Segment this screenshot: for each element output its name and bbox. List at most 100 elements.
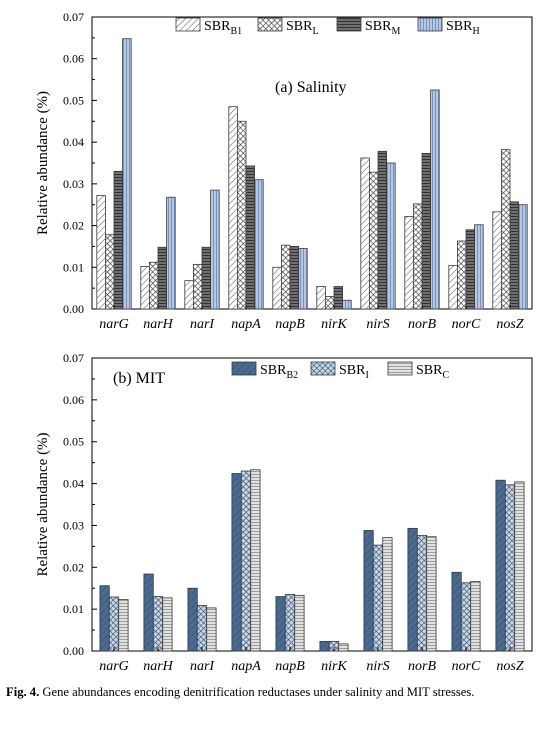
- y-tick-label: 0.06: [63, 393, 84, 407]
- bar-narI-SBRL: [192, 263, 203, 310]
- x-tick-label-norB: norB: [408, 659, 436, 674]
- bar-napA-SBRC: [250, 469, 261, 652]
- x-tick-label-napA: napA: [231, 317, 261, 332]
- bar-napA-SBRM: [245, 165, 256, 310]
- bar-narI-SBRC: [206, 607, 217, 652]
- x-tick-label-nosZ: nosZ: [496, 317, 523, 332]
- bar-norC-SBRM: [465, 229, 476, 310]
- bar-napB-SBRL: [280, 244, 291, 310]
- bar-napB-SBRB2: [275, 596, 286, 652]
- bar-narG-SBRB2: [99, 585, 110, 652]
- legend-label-SBRH: SBRH: [446, 19, 480, 37]
- legend-label-SBRM: SBRM: [365, 19, 400, 37]
- bar-nirS-SBRB2: [363, 530, 374, 652]
- x-tick-label-narG: narG: [99, 317, 129, 332]
- y-tick-label: 0.03: [63, 177, 84, 191]
- x-tick-label-nosZ: nosZ: [496, 659, 523, 674]
- legend-swatch-SBRH: [417, 17, 443, 32]
- y-tick-label: 0.01: [63, 602, 84, 616]
- bar-narH-SBRH: [166, 196, 176, 310]
- y-tick-label: 0.06: [63, 52, 84, 66]
- y-tick-label: 0.03: [63, 518, 84, 532]
- y-tick-label: 0.05: [63, 93, 84, 107]
- y-axis-label: Relative abundance (%): [35, 91, 51, 235]
- bar-narH-SBRB1: [140, 266, 150, 310]
- panel-title: (b) MIT: [113, 370, 165, 387]
- bar-narG-SBRI: [108, 596, 120, 652]
- bar-narG-SBRL: [105, 234, 115, 310]
- bar-napB-SBRH: [298, 248, 308, 310]
- bar-narG-SBRB1: [96, 195, 106, 310]
- legend-label-SBRI: SBRI: [339, 363, 369, 381]
- bar-norC-SBRI: [460, 582, 472, 652]
- legend-label-SBRB1: SBRB1: [204, 19, 242, 37]
- legend: SBRB1 SBRL SBRM SBRH: [175, 17, 480, 37]
- bar-nosZ-SBRH: [518, 204, 528, 310]
- bar-napA-SBRL: [236, 120, 247, 310]
- bar-narH-SBRB2: [143, 573, 154, 652]
- bar-napA-SBRI: [240, 470, 252, 652]
- bar-nosZ-SBRM: [509, 201, 520, 310]
- bar-narH-SBRI: [152, 596, 164, 652]
- legend-swatch-SBRM: [336, 17, 362, 32]
- bar-nirS-SBRL: [368, 171, 379, 310]
- bar-nirS-SBRH: [386, 162, 396, 310]
- bar-norC-SBRC: [470, 581, 481, 652]
- bar-nosZ-SBRB2: [495, 479, 506, 652]
- legend-swatch-SBRL: [257, 17, 283, 32]
- bar-nirK-SBRH: [342, 299, 352, 310]
- bar-narI-SBRM: [201, 246, 212, 310]
- x-tick-label-narG: narG: [99, 659, 129, 674]
- bar-nirS-SBRI: [372, 544, 384, 652]
- bar-napB-SBRM: [289, 246, 300, 310]
- y-tick-label: 0.07: [63, 351, 84, 365]
- legend-swatch-SBRI: [310, 361, 336, 376]
- bar-norC-SBRB2: [451, 571, 462, 652]
- bar-narH-SBRM: [157, 246, 168, 310]
- x-tick-label-norB: norB: [408, 317, 436, 332]
- figure: 0.00 0.01 0.02 0.03 0.04 0.05 0.06 0.07 Relative…: [35, 10, 533, 674]
- x-tick-label-nirK: nirK: [321, 317, 347, 332]
- x-tick-label-norC: norC: [452, 317, 481, 332]
- bar-norB-SBRM: [421, 153, 432, 310]
- x-tick-label-norC: norC: [452, 659, 481, 674]
- legend-label-SBRC: SBRC: [416, 363, 449, 381]
- y-tick-label: 0.00: [63, 644, 84, 658]
- x-tick-label-narH: narH: [143, 659, 173, 674]
- bar-narI-SBRH: [210, 189, 220, 310]
- legend-swatch-SBRB1: [175, 17, 201, 32]
- chart-panel-mit: 0.00 0.01 0.02 0.03 0.04 0.05 0.06 0.07 Relative…: [35, 351, 533, 674]
- bar-norB-SBRI: [416, 535, 428, 652]
- legend-label-SBRL: SBRL: [286, 19, 319, 37]
- bar-norB-SBRC: [426, 536, 437, 652]
- y-tick-label: 0.02: [63, 560, 84, 574]
- bar-nirK-SBRM: [333, 286, 344, 310]
- bar-narH-SBRC: [162, 597, 173, 652]
- bar-narG-SBRH: [122, 38, 132, 310]
- bar-nirK-SBRC: [338, 643, 349, 652]
- bar-narI-SBRB1: [184, 280, 194, 310]
- legend: SBRB2 SBRI SBRC: [231, 361, 449, 381]
- bar-nosZ-SBRI: [504, 484, 516, 652]
- bar-nosZ-SBRC: [514, 481, 525, 652]
- y-tick-label: 0.04: [63, 135, 84, 149]
- x-tick-label-nirS: nirS: [366, 659, 389, 674]
- caption-text: Gene abundances encoding denitrification…: [42, 685, 475, 699]
- panel-title: (a) Salinity: [275, 79, 347, 96]
- y-axis-label: Relative abundance (%): [35, 432, 51, 576]
- caption-label: Fig. 4.: [6, 685, 40, 699]
- bar-nirS-SBRC: [382, 537, 393, 652]
- x-tick-label-narH: narH: [143, 317, 173, 332]
- y-tick-label: 0.01: [63, 260, 84, 274]
- figure-caption: Fig. 4. Gene abundances encoding denitri…: [6, 684, 536, 701]
- y-tick-label: 0.07: [63, 10, 84, 24]
- bar-napB-SBRC: [294, 594, 305, 652]
- x-tick-label-nirS: nirS: [366, 317, 389, 332]
- bar-norC-SBRH: [474, 224, 484, 310]
- legend-swatch-SBRC: [387, 361, 413, 376]
- bar-narI-SBRB2: [187, 587, 198, 652]
- chart-panel-salinity: 0.00 0.01 0.02 0.03 0.04 0.05 0.06 0.07 Relative…: [35, 10, 533, 332]
- bar-norB-SBRH: [430, 89, 440, 310]
- bar-norC-SBRB1: [448, 265, 458, 310]
- bar-norB-SBRL: [412, 203, 423, 310]
